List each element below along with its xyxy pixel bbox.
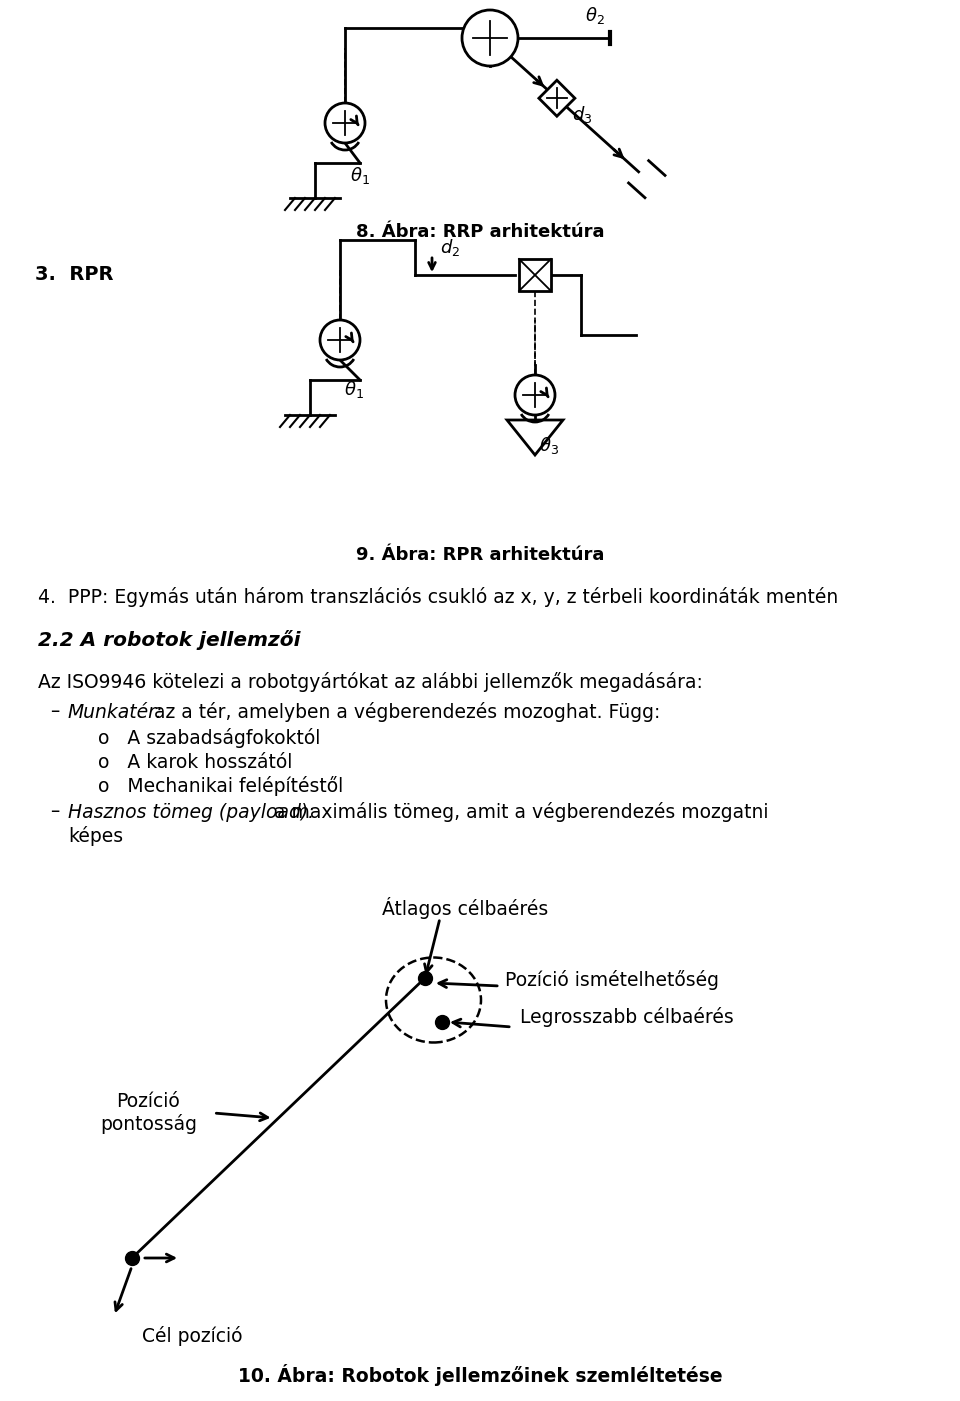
Text: $d_3$: $d_3$ [572, 104, 593, 125]
Text: o   Mechanikai felépítéstől: o Mechanikai felépítéstől [98, 776, 344, 796]
Text: 4.  PPP: Egymás után három transzlációs csukló az x, y, z térbeli koordináták me: 4. PPP: Egymás után három transzlációs c… [38, 587, 838, 607]
Text: Pozíció
pontosság: Pozíció pontosság [100, 1091, 197, 1133]
Text: Munkatér:: Munkatér: [68, 702, 163, 722]
Text: $\theta_1$: $\theta_1$ [350, 164, 370, 185]
Text: Cél pozíció: Cél pozíció [142, 1325, 243, 1346]
Text: –: – [50, 803, 60, 821]
Text: 10. Ábra: Robotok jellemzőinek szemléltetése: 10. Ábra: Robotok jellemzőinek szemlélte… [238, 1365, 722, 1386]
Bar [519, 259, 551, 291]
Text: Hasznos tömeg (payload):: Hasznos tömeg (payload): [68, 803, 315, 821]
Polygon shape [507, 420, 563, 455]
Text: $d_2$: $d_2$ [440, 237, 460, 258]
Text: 8. Ábra: RRP arhitektúra: 8. Ábra: RRP arhitektúra [356, 223, 604, 241]
Circle shape [515, 375, 555, 415]
Text: Legrosszabb célbaérés: Legrosszabb célbaérés [520, 1007, 733, 1027]
Text: Az ISO9946 kötelezi a robotgyártókat az alábbi jellemzők megadására:: Az ISO9946 kötelezi a robotgyártókat az … [38, 672, 703, 692]
Text: 2.2 A robotok jellemzői: 2.2 A robotok jellemzői [38, 630, 300, 650]
Text: 9. Ábra: RPR arhitektúra: 9. Ábra: RPR arhitektúra [356, 546, 604, 565]
Text: a maximális tömeg, amit a végberendezés mozgatni: a maximális tömeg, amit a végberendezés … [268, 801, 769, 822]
Text: az a tér, amelyben a végberendezés mozoghat. Függ:: az a tér, amelyben a végberendezés mozog… [148, 702, 660, 722]
Text: képes: képes [68, 827, 123, 846]
Text: o   A karok hosszától: o A karok hosszától [98, 752, 293, 772]
Text: $\theta_2$: $\theta_2$ [585, 6, 605, 27]
Circle shape [325, 104, 365, 143]
Text: –: – [50, 702, 60, 722]
Text: Átlagos célbaérés: Átlagos célbaérés [382, 897, 548, 919]
Text: Pozíció ismételhetőség: Pozíció ismételhetőség [505, 969, 719, 991]
Text: $\theta_3$: $\theta_3$ [539, 434, 559, 455]
Circle shape [320, 319, 360, 360]
Text: o   A szabadságfokoktól: o A szabadságfokoktól [98, 729, 321, 748]
Circle shape [462, 10, 518, 66]
Polygon shape [539, 80, 575, 116]
Text: 3.  RPR: 3. RPR [35, 266, 113, 284]
Text: $\theta_1$: $\theta_1$ [344, 380, 364, 401]
